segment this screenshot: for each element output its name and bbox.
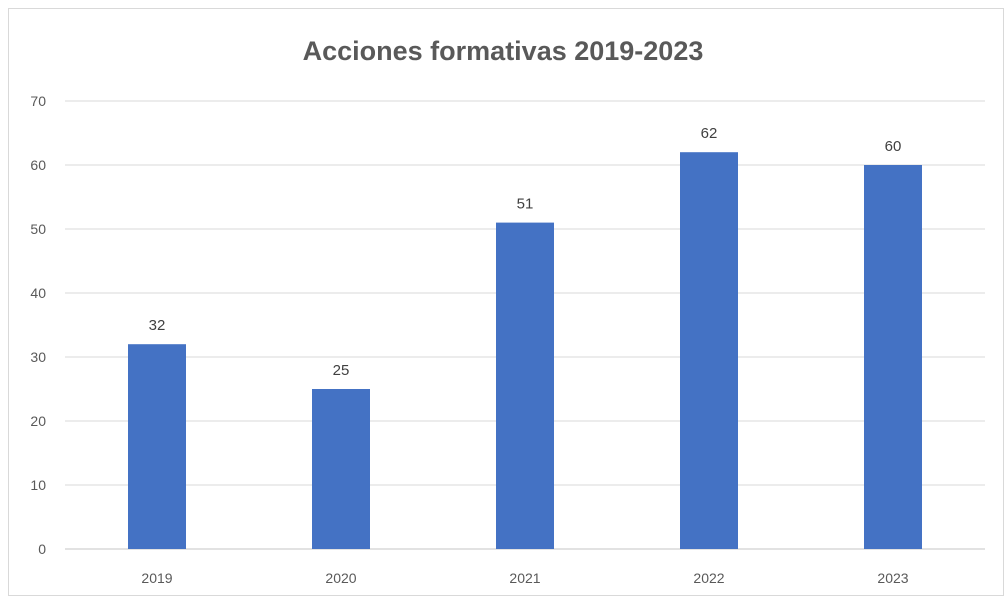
y-tick-label: 70 bbox=[30, 93, 46, 109]
data-labels: 32 25 51 62 60 bbox=[149, 125, 902, 379]
bar-2022 bbox=[680, 152, 738, 549]
data-label-2020: 25 bbox=[333, 362, 350, 379]
x-tick-label: 2019 bbox=[141, 570, 172, 586]
y-tick-label: 60 bbox=[30, 157, 46, 173]
bar-2021 bbox=[496, 222, 554, 549]
bar-2019 bbox=[128, 344, 186, 549]
y-axis-ticks: 0 10 20 30 40 50 60 70 bbox=[30, 93, 46, 557]
data-label-2019: 32 bbox=[149, 317, 166, 334]
y-tick-label: 10 bbox=[30, 477, 46, 493]
bar-2023 bbox=[864, 165, 922, 549]
y-tick-label: 40 bbox=[30, 285, 46, 301]
x-tick-label: 2021 bbox=[509, 570, 540, 586]
y-tick-label: 20 bbox=[30, 413, 46, 429]
x-tick-label: 2023 bbox=[877, 570, 908, 586]
bars bbox=[128, 152, 922, 549]
y-tick-label: 30 bbox=[30, 349, 46, 365]
bar-2020 bbox=[312, 389, 370, 549]
x-tick-label: 2022 bbox=[693, 570, 724, 586]
data-label-2022: 62 bbox=[701, 125, 718, 142]
data-label-2023: 60 bbox=[885, 138, 902, 155]
y-tick-label: 0 bbox=[38, 541, 46, 557]
x-axis-ticks: 2019 2020 2021 2022 2023 bbox=[141, 570, 908, 586]
data-label-2021: 51 bbox=[517, 196, 534, 213]
chart-title: Acciones formativas 2019-2023 bbox=[302, 36, 704, 66]
x-tick-label: 2020 bbox=[325, 570, 356, 586]
y-tick-label: 50 bbox=[30, 221, 46, 237]
